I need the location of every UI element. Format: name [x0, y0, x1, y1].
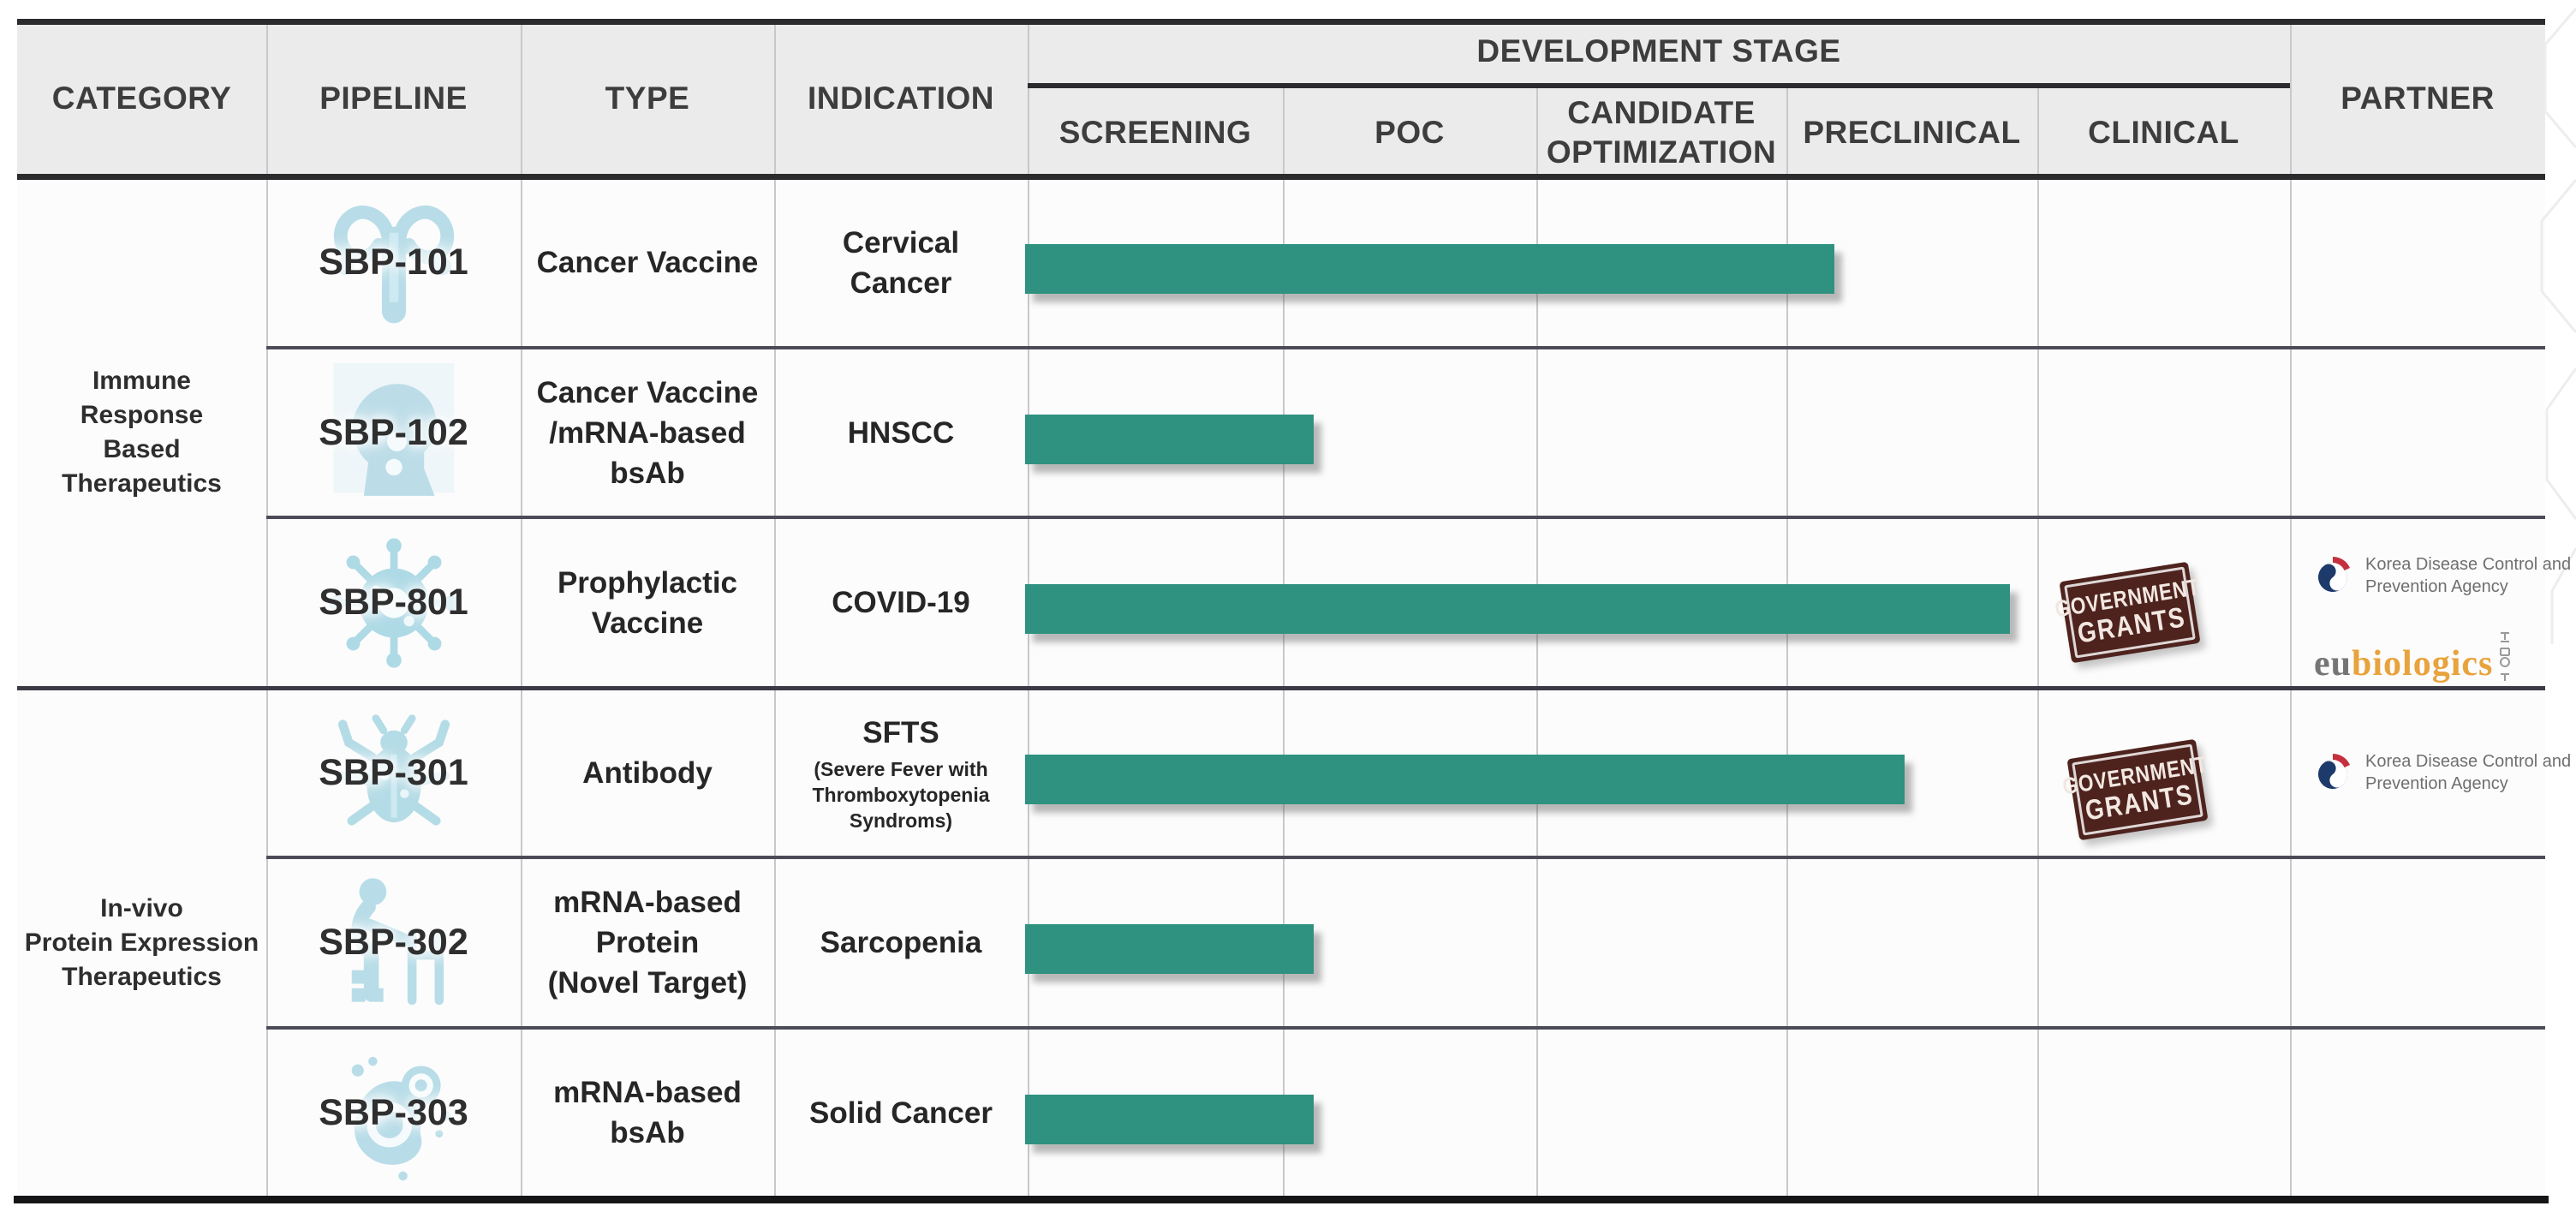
indication-subtext: (Severe Fever with Thromboxytopenia Synd…: [812, 757, 990, 832]
type-cell-sbp-101: Cancer Vaccine: [536, 246, 759, 279]
grid-line-vertical: [1536, 86, 1538, 1197]
header-pipeline-label: PIPELINE: [319, 80, 468, 116]
header-partner-label: PARTNER: [2340, 80, 2495, 116]
uterus-icon: [333, 205, 454, 323]
pipeline-id: SBP-303: [319, 1091, 468, 1133]
stamp-border: GOVERNMENT GRANTS: [2054, 566, 2202, 659]
head-neck-icon: [333, 363, 454, 496]
grid-line-vertical: [1283, 86, 1285, 1197]
grid-line-vertical: [2037, 86, 2039, 1197]
stamp-border: GOVERNMENT GRANTS: [2061, 743, 2209, 836]
header-background: [17, 19, 2545, 177]
indication-cell-sbp-301: SFTS (Severe Fever with Thromboxytopenia…: [812, 715, 990, 832]
grid-line-vertical: [2290, 19, 2292, 1197]
indication-cell-sbp-102: HNSCC: [847, 415, 955, 450]
header-development-stage-label: DEVELOPMENT STAGE: [1476, 33, 1841, 69]
row-divider: [266, 346, 2545, 349]
header-indication-label: INDICATION: [807, 80, 995, 116]
stage-screening-label: SCREENING: [1058, 115, 1252, 150]
header-category-label: CATEGORY: [51, 80, 232, 116]
stage-bar: [1025, 1095, 1314, 1144]
column-header-development-stage: DEVELOPMENT STAGE: [1028, 19, 2290, 83]
column-header-pipeline: PIPELINE: [266, 19, 521, 177]
stage-bar: [1025, 924, 1314, 974]
stage-bar: [1025, 755, 1905, 804]
stage-candidate-optimization-label: CANDIDATE OPTIMIZATION: [1546, 95, 1777, 170]
category-cell-immune-response: Immune Response Based Therapeutics: [17, 177, 266, 688]
tick-icon: [337, 714, 450, 826]
virus-icon: [328, 537, 459, 668]
grid-line-vertical: [266, 19, 268, 1197]
kdca-name: Korea Disease Control and Prevention Age…: [2365, 555, 2572, 596]
type-cell-sbp-303: mRNA-based bsAb: [553, 1076, 742, 1149]
partner-kdca: Korea Disease Control and Prevention Age…: [2312, 750, 2571, 795]
category-label: In-vivo Protein Expression Therapeutics: [24, 893, 259, 991]
header-bottom-border: [17, 174, 2545, 180]
pipeline-cell-sbp-301: SBP-301: [266, 688, 521, 857]
header-type-label: TYPE: [605, 80, 690, 116]
korean-text-icon: [2500, 632, 2511, 681]
type-cell-sbp-302: mRNA-based Protein (Novel Target): [547, 886, 748, 1000]
column-header-category: CATEGORY: [17, 19, 266, 177]
indication-cell-sbp-302: Sarcopenia: [820, 926, 982, 959]
column-header-type: TYPE: [521, 19, 774, 177]
indication-cell-sbp-801: COVID-19: [832, 586, 970, 619]
eubiologics-prefix: eu: [2314, 644, 2352, 684]
pipeline-cell-sbp-303: SBP-303: [266, 1028, 521, 1197]
indication-cell-sbp-303: Solid Cancer: [809, 1096, 993, 1130]
cells-icon: [351, 1056, 450, 1181]
kdca-name: Korea Disease Control and Prevention Age…: [2365, 752, 2572, 793]
pipeline-cell-sbp-102: SBP-102: [266, 348, 521, 517]
pipeline-cell-sbp-801: SBP-801: [266, 517, 521, 688]
stage-preclinical-label: PRECLINICAL: [1803, 115, 2021, 150]
category-cell-in-vivo-protein: In-vivo Protein Expression Therapeutics: [17, 688, 266, 1197]
stage-bar: [1025, 415, 1314, 464]
column-header-partner: PARTNER: [2290, 19, 2545, 177]
stage-poc-label: POC: [1374, 115, 1445, 150]
stage-bar: [1025, 584, 2010, 634]
eubiologics-suffix: biologics: [2352, 644, 2494, 684]
row-divider: [266, 856, 2545, 859]
stage-clinical-label: CLINICAL: [2088, 115, 2239, 150]
type-cell-sbp-301: Antibody: [582, 755, 713, 790]
row-divider: [266, 1026, 2545, 1030]
pipeline-id: SBP-102: [319, 411, 468, 453]
pipeline-cell-sbp-302: SBP-302: [266, 857, 521, 1028]
grid-line-vertical: [521, 19, 522, 1197]
indication-cell-sbp-101: Cervical Cancer: [842, 225, 960, 300]
stage-header-poc: POC: [1283, 88, 1536, 177]
type-cell-sbp-801: Prophylactic Vaccine: [557, 565, 738, 640]
category-label: Immune Response Based Therapeutics: [62, 367, 222, 498]
stage-header-screening: SCREENING: [1028, 88, 1283, 177]
grid-line-vertical: [1786, 86, 1788, 1197]
column-header-indication: INDICATION: [774, 19, 1028, 177]
development-stage-divider: [1028, 83, 2290, 88]
elderly-walker-icon: [350, 877, 444, 1005]
category-group-divider: [17, 686, 2545, 690]
stage-bar: [1025, 244, 1834, 294]
kdca-logo-icon: [2318, 557, 2350, 592]
type-cell-sbp-102: Cancer Vaccine /mRNA-based bsAb: [536, 375, 759, 490]
table-top-border: [17, 19, 2545, 25]
stage-header-clinical: CLINICAL: [2037, 88, 2290, 177]
stage-header-preclinical: PRECLINICAL: [1786, 88, 2037, 177]
pipeline-id: SBP-302: [319, 922, 468, 963]
pipeline-id: SBP-801: [319, 582, 468, 623]
grid-line-vertical: [774, 19, 776, 1197]
hexagon-watermark: [2540, 8, 2576, 644]
pipeline-cell-sbp-101: SBP-101: [266, 177, 521, 348]
pipeline-id: SBP-101: [319, 242, 468, 283]
table-bottom-border: [14, 1196, 2549, 1203]
row-divider: [266, 516, 2545, 519]
kdca-logo-icon: [2318, 754, 2350, 789]
pipeline-id: SBP-301: [319, 751, 468, 793]
stage-header-candidate-optimization: CANDIDATE OPTIMIZATION: [1536, 88, 1786, 177]
partner-kdca: Korea Disease Control and Prevention Age…: [2312, 553, 2571, 598]
partner-eubiologics: eu biologics: [2314, 630, 2512, 684]
